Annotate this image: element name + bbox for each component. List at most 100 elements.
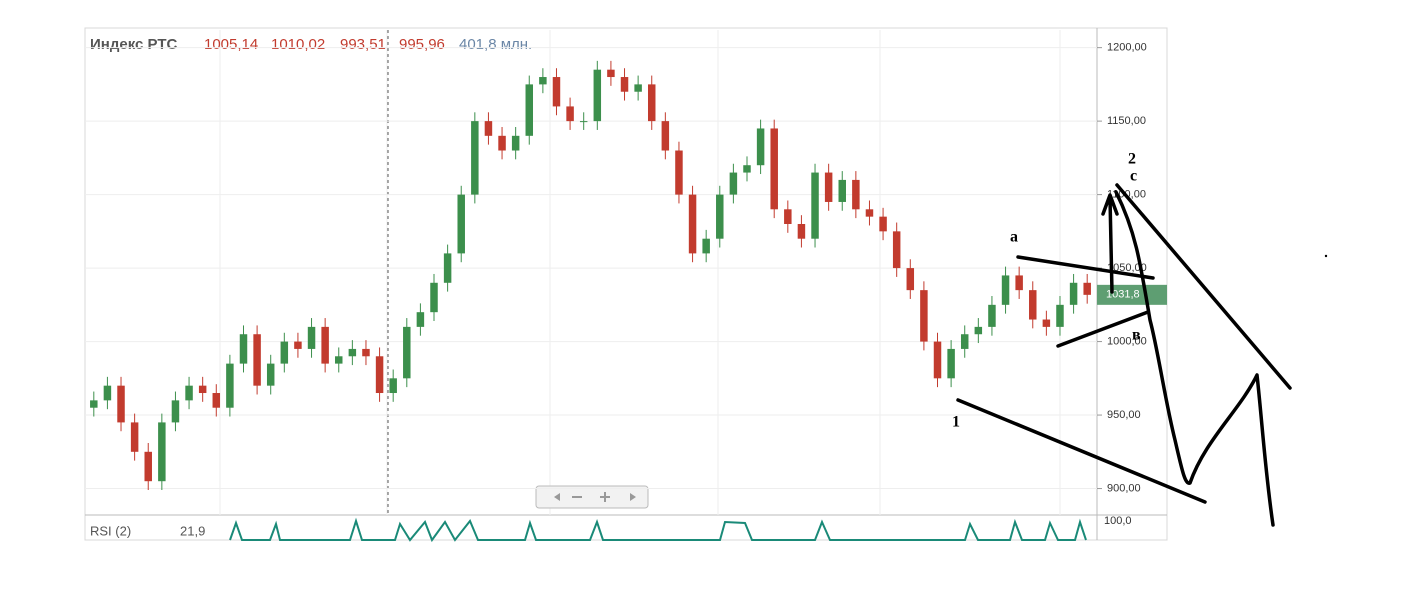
y-tick-label: 900,00 [1107, 482, 1141, 494]
candle-body [661, 121, 670, 151]
candle-body [974, 326, 983, 335]
annotation: 1 [952, 414, 960, 431]
zoom-out[interactable] [572, 496, 582, 498]
candle-body [335, 356, 343, 364]
dot [1324, 254, 1328, 258]
candle-body [688, 194, 697, 254]
scroll-left[interactable] [554, 493, 560, 501]
candle-body [389, 378, 397, 394]
candle-body [634, 84, 642, 92]
candle-body [443, 253, 452, 283]
candle-body [539, 77, 547, 85]
price-tag [1097, 284, 1167, 305]
candle-body [1042, 319, 1051, 327]
candle-body [457, 194, 465, 254]
y-tick-label: 1150,00 [1107, 115, 1146, 127]
nav-bar [535, 485, 649, 509]
volume-label: 401,8 млн. [459, 36, 532, 53]
candle-body [253, 334, 261, 386]
candle-body [1056, 304, 1064, 327]
candle-body [144, 451, 152, 482]
vertical-grid [219, 30, 1061, 515]
candle-body [90, 400, 98, 408]
trend-line [1056, 310, 1150, 348]
candle-body [593, 69, 602, 122]
candle-body [212, 393, 221, 408]
candle-body [1015, 275, 1023, 291]
annotation: a [1010, 229, 1018, 246]
forecast-scribble [1114, 190, 1275, 527]
candle-body [239, 334, 248, 364]
candle-body [403, 326, 411, 379]
candle-body [484, 121, 493, 136]
candle-body [226, 363, 234, 408]
candle-body [566, 106, 574, 122]
indicator-value: 21,9 [180, 523, 205, 538]
candle-body [117, 385, 125, 423]
candle-body [729, 172, 738, 195]
candle-body [1083, 282, 1091, 295]
candle-body [865, 209, 874, 217]
ohlc-label: 993,51 [340, 36, 386, 53]
candle-body [307, 326, 316, 349]
candle-body [103, 385, 112, 401]
candle-body [362, 348, 370, 357]
plot: 900,00950,001000,001050,001100,001150,00… [85, 42, 1167, 494]
price-tag-label: 1031,8 [1106, 289, 1140, 301]
candle-body [1029, 290, 1037, 320]
chart-frame [84, 27, 1168, 541]
trend-line [956, 398, 1207, 504]
candle-body [416, 312, 425, 327]
candle-body [811, 172, 819, 239]
candle-body [511, 135, 520, 151]
annotation: 2 [1128, 151, 1136, 168]
candle-body [879, 216, 887, 232]
trend-line [1016, 255, 1155, 280]
candle-body [266, 363, 275, 386]
candle-body [171, 400, 180, 423]
candle-body [348, 348, 357, 357]
candle-body [1069, 282, 1078, 305]
candle-body [525, 84, 534, 136]
annotation: c [1130, 168, 1137, 185]
arrow [1101, 193, 1119, 294]
zoom-in[interactable] [600, 492, 610, 502]
candle-body [906, 268, 915, 291]
candle-body [158, 422, 166, 482]
candle-body [756, 128, 765, 166]
candle-body [552, 77, 561, 107]
candle-body [430, 282, 438, 313]
candle-body [607, 69, 615, 78]
ohlc-label: 995,96 [399, 36, 445, 53]
candle-body [471, 121, 479, 195]
candle-body [579, 121, 588, 123]
candle-body [852, 179, 860, 210]
candle-body [824, 172, 833, 202]
scroll-right[interactable] [630, 493, 636, 501]
candle-body [185, 385, 193, 401]
y-tick-label: 950,00 [1107, 409, 1141, 421]
candle-body [960, 334, 969, 349]
trend-line [1115, 183, 1292, 390]
candle-body [647, 84, 656, 122]
hand-drawing: 2 c a в 1 [952, 151, 1328, 527]
candle-body [770, 128, 778, 210]
indicator-label: RSI (2) [90, 523, 131, 538]
candle-body [892, 231, 901, 269]
candle-body [1001, 275, 1010, 305]
ohlc-label: 1005,14 [204, 36, 258, 53]
candle-body [280, 341, 289, 364]
candle-body [784, 209, 792, 224]
candle-body [198, 385, 207, 394]
y-tick-label: 1200,00 [1107, 42, 1147, 54]
candle-body [702, 238, 710, 254]
candle-body [130, 422, 139, 452]
annotation: в [1132, 327, 1141, 344]
chart-title: Индекс РТС [90, 36, 177, 53]
candle-body [321, 326, 329, 364]
indicator-line [229, 517, 1087, 543]
candle-body [947, 348, 955, 379]
candle-body [797, 224, 806, 239]
